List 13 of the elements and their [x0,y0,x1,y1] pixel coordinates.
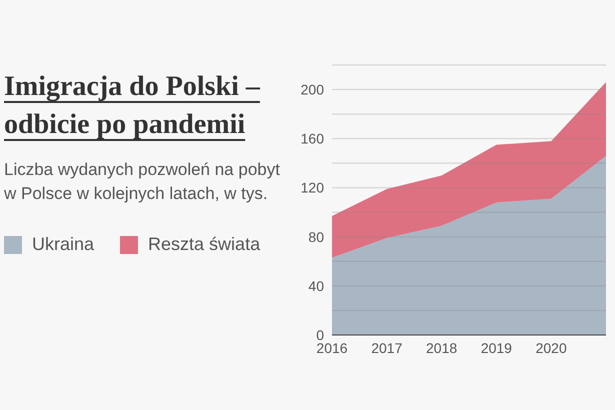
text: Imigracja do Polski – odbicie po pandemii [4,70,261,142]
legend-label: Ukraina [32,234,94,255]
text: Liczba wydanych pozwoleń na pobyt w Polsce w kolejnych latach, w tys. [4,159,281,205]
y-tick-label: 80 [308,228,324,245]
legend-label: Reszta świata [148,234,260,255]
y-tick-label: 200 [300,82,324,98]
x-tick-label: 2017 [371,340,403,356]
y-tick-label: 40 [308,278,324,294]
x-tick-label: 2019 [480,340,512,356]
x-tick-label: 2018 [426,340,458,356]
x-tick-label: 2020 [536,340,567,356]
y-tick-label: 120 [300,180,324,196]
y-tick-label: 160 [300,130,324,147]
